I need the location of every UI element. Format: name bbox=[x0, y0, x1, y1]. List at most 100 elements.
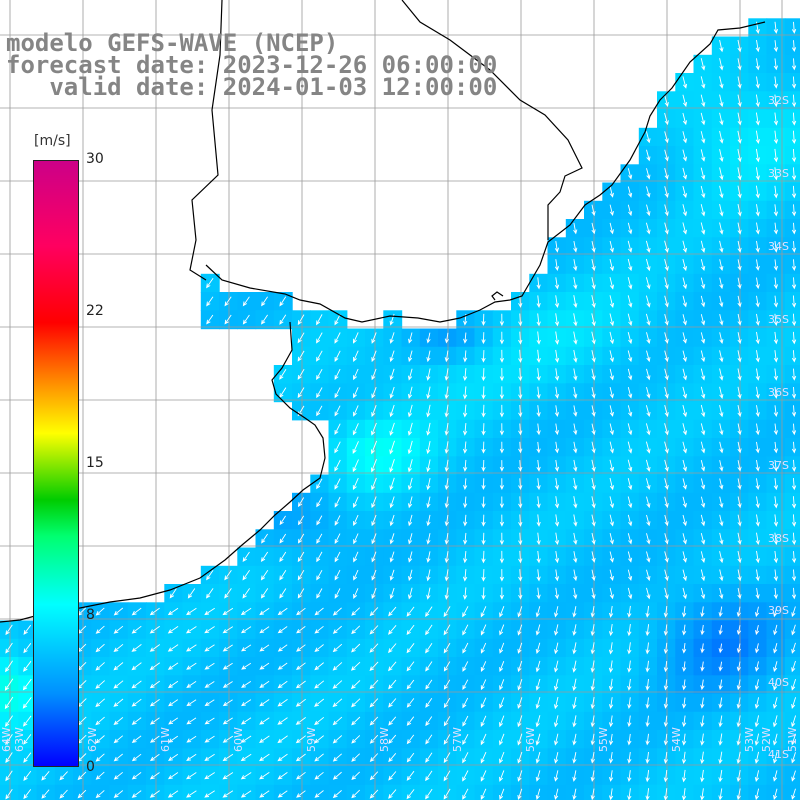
wind-arrow bbox=[426, 514, 431, 527]
wind-arrow bbox=[554, 606, 559, 618]
wind-arrow bbox=[499, 679, 505, 691]
wind-arrow bbox=[481, 532, 486, 545]
wind-arrow bbox=[682, 295, 687, 308]
wind-arrow bbox=[95, 625, 105, 634]
wind-arrow bbox=[240, 626, 252, 634]
wind-arrow bbox=[241, 681, 252, 688]
wind-cell bbox=[292, 711, 311, 731]
wind-arrow bbox=[627, 697, 632, 710]
wind-cell bbox=[529, 620, 549, 640]
wind-arrow bbox=[222, 753, 234, 762]
wind-arrow bbox=[627, 459, 633, 472]
wind-arrow bbox=[259, 607, 270, 616]
wind-cell bbox=[419, 766, 439, 786]
wind-arrow bbox=[700, 222, 706, 235]
wind-arrow bbox=[627, 186, 633, 198]
wind-arrow bbox=[573, 441, 578, 454]
wind-arrow bbox=[480, 661, 487, 672]
wind-arrow bbox=[773, 185, 779, 199]
wind-cell bbox=[419, 784, 439, 800]
wind-cell bbox=[310, 401, 330, 421]
wind-cell bbox=[784, 292, 800, 311]
wind-arrow bbox=[700, 423, 706, 436]
wind-arrow bbox=[22, 715, 32, 727]
wind-arrow bbox=[573, 405, 578, 417]
wind-arrow bbox=[481, 496, 486, 509]
lon-label-51w: 51W bbox=[786, 727, 799, 752]
wind-arrow bbox=[681, 769, 687, 783]
wind-cell bbox=[346, 383, 366, 403]
wind-arrow bbox=[480, 642, 487, 654]
wind-arrow bbox=[295, 717, 306, 725]
wind-cell bbox=[383, 529, 403, 549]
wind-arrow bbox=[389, 587, 395, 600]
wind-cell bbox=[292, 492, 311, 512]
wind-arrow bbox=[609, 368, 614, 381]
wind-arrow bbox=[719, 240, 724, 253]
colorbar-tick-0: 0 bbox=[86, 759, 95, 775]
wind-cell bbox=[18, 675, 38, 695]
wind-arrow bbox=[573, 569, 578, 582]
wind-arrow bbox=[719, 149, 724, 163]
wind-arrow bbox=[737, 441, 742, 454]
wind-arrow bbox=[371, 332, 377, 344]
wind-arrow bbox=[700, 624, 705, 636]
wind-cell bbox=[456, 620, 476, 640]
wind-arrow bbox=[627, 331, 633, 345]
wind-arrow bbox=[627, 733, 632, 746]
wind-arrow bbox=[314, 644, 324, 652]
wind-cell bbox=[784, 620, 800, 640]
wind-cell bbox=[91, 675, 111, 695]
wind-arrow bbox=[369, 679, 379, 690]
wind-arrow bbox=[334, 350, 341, 362]
wind-arrow bbox=[406, 698, 415, 708]
wind-arrow bbox=[718, 769, 723, 783]
wind-arrow bbox=[240, 753, 252, 762]
border-river bbox=[189, 0, 223, 281]
wind-cell bbox=[346, 638, 366, 658]
wind-arrow bbox=[719, 112, 724, 126]
wind-arrow bbox=[481, 550, 486, 564]
wind-arrow bbox=[426, 368, 431, 381]
wind-cell bbox=[54, 766, 74, 786]
wind-arrow bbox=[700, 441, 706, 454]
wind-cell bbox=[419, 602, 439, 622]
wind-arrow bbox=[536, 587, 541, 600]
wind-arrow bbox=[279, 551, 287, 563]
wind-arrow bbox=[425, 606, 433, 617]
wind-arrow bbox=[388, 661, 397, 672]
wind-arrow bbox=[222, 772, 234, 780]
wind-arrow bbox=[462, 770, 469, 782]
wind-arrow bbox=[407, 386, 413, 400]
wind-arrow bbox=[277, 607, 288, 616]
wind-cell bbox=[237, 292, 257, 311]
wind-arrow bbox=[480, 751, 487, 764]
wind-arrow bbox=[444, 350, 449, 363]
wind-arrow bbox=[645, 459, 651, 472]
wind-cell bbox=[492, 711, 512, 731]
wind-cell bbox=[146, 602, 165, 622]
wind-arrow bbox=[646, 386, 651, 399]
wind-arrow bbox=[719, 94, 724, 108]
wind-cell bbox=[200, 620, 220, 640]
wind-arrow bbox=[627, 770, 632, 783]
wind-arrow bbox=[664, 404, 669, 418]
wind-cell bbox=[328, 675, 348, 695]
wind-cell bbox=[18, 620, 38, 640]
wind-arrow bbox=[389, 533, 395, 545]
wind-arrow bbox=[754, 606, 760, 618]
wind-arrow bbox=[755, 259, 760, 271]
wind-arrow bbox=[591, 551, 596, 563]
wind-arrow bbox=[518, 313, 523, 327]
wind-arrow bbox=[371, 514, 377, 527]
wind-arrow bbox=[608, 752, 614, 764]
wind-cell bbox=[346, 529, 366, 549]
wind-arrow bbox=[627, 168, 633, 180]
wind-arrow bbox=[462, 642, 469, 654]
wind-arrow bbox=[718, 751, 723, 765]
wind-cell bbox=[328, 419, 348, 439]
wind-arrow bbox=[369, 661, 379, 672]
wind-cell bbox=[0, 675, 19, 695]
wind-arrow bbox=[426, 350, 431, 363]
wind-arrow bbox=[591, 569, 596, 582]
